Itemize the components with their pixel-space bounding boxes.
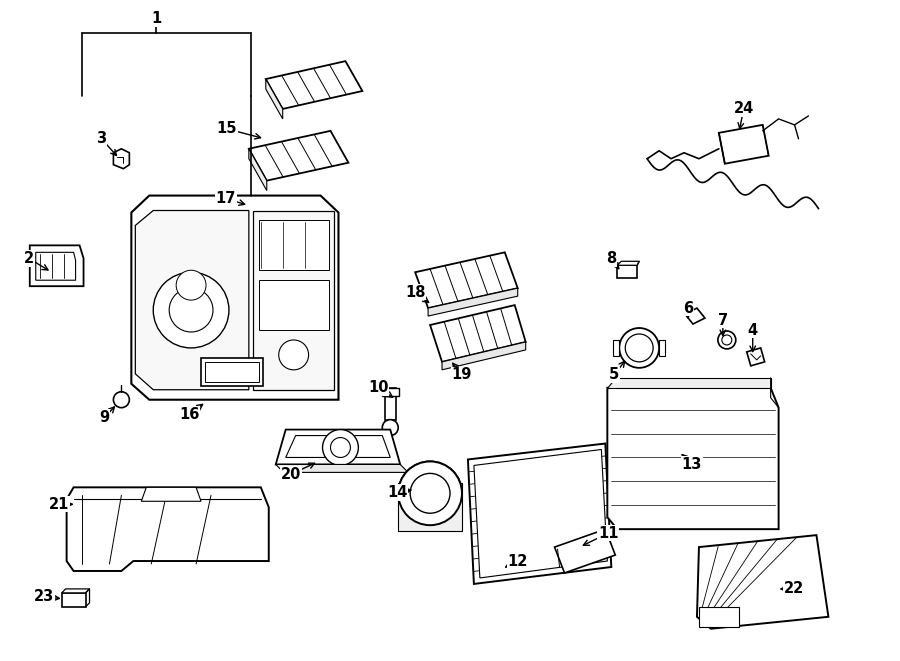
Polygon shape (659, 340, 665, 356)
Text: 1: 1 (151, 11, 161, 26)
Polygon shape (554, 529, 616, 573)
Text: 17: 17 (216, 191, 236, 206)
Text: 19: 19 (452, 368, 472, 382)
Text: 23: 23 (33, 590, 54, 604)
Polygon shape (608, 378, 770, 388)
Circle shape (626, 334, 653, 362)
Circle shape (113, 392, 130, 408)
Polygon shape (428, 288, 518, 316)
Polygon shape (613, 340, 619, 356)
Text: 24: 24 (734, 101, 754, 116)
Polygon shape (67, 487, 269, 571)
Text: 2: 2 (23, 251, 34, 266)
Circle shape (322, 430, 358, 465)
Polygon shape (285, 436, 391, 457)
Text: 15: 15 (217, 122, 238, 136)
Text: 4: 4 (748, 323, 758, 338)
Text: 13: 13 (682, 457, 702, 472)
Text: 8: 8 (607, 251, 616, 266)
Polygon shape (275, 430, 400, 465)
Circle shape (398, 461, 462, 525)
Polygon shape (253, 210, 335, 390)
Polygon shape (468, 444, 611, 584)
Polygon shape (259, 221, 328, 270)
Circle shape (169, 288, 213, 332)
Text: 6: 6 (683, 301, 693, 315)
Text: 5: 5 (609, 368, 619, 382)
Polygon shape (61, 593, 86, 607)
Polygon shape (248, 131, 348, 180)
Polygon shape (141, 487, 201, 501)
Circle shape (398, 461, 462, 525)
Circle shape (382, 420, 398, 436)
Polygon shape (719, 125, 769, 164)
Polygon shape (135, 210, 248, 390)
Text: 16: 16 (179, 407, 199, 422)
Circle shape (279, 340, 309, 370)
Polygon shape (697, 535, 828, 629)
Polygon shape (747, 348, 765, 366)
Circle shape (330, 438, 350, 457)
Polygon shape (685, 308, 705, 324)
Polygon shape (61, 589, 89, 593)
Polygon shape (113, 149, 130, 169)
Text: 9: 9 (99, 410, 110, 425)
Polygon shape (442, 342, 526, 370)
Polygon shape (608, 388, 778, 529)
Circle shape (619, 328, 659, 368)
Polygon shape (415, 253, 518, 308)
Text: 11: 11 (598, 525, 618, 541)
Text: 21: 21 (49, 497, 68, 512)
Polygon shape (36, 253, 76, 280)
Polygon shape (382, 388, 400, 396)
Circle shape (410, 473, 450, 513)
Text: 22: 22 (783, 582, 804, 596)
Text: 18: 18 (405, 285, 426, 299)
Polygon shape (131, 196, 338, 400)
Text: 14: 14 (387, 485, 408, 500)
Polygon shape (385, 388, 396, 420)
Circle shape (176, 270, 206, 300)
Text: 3: 3 (96, 132, 106, 146)
Polygon shape (275, 465, 409, 473)
Text: 12: 12 (508, 553, 528, 568)
Text: 10: 10 (368, 380, 389, 395)
Polygon shape (266, 79, 283, 119)
Polygon shape (248, 149, 266, 190)
Polygon shape (30, 245, 84, 286)
Polygon shape (699, 607, 739, 627)
Text: 7: 7 (718, 313, 728, 328)
Polygon shape (430, 305, 526, 362)
Polygon shape (201, 358, 263, 386)
Polygon shape (266, 61, 363, 109)
Polygon shape (617, 265, 637, 278)
Polygon shape (398, 483, 462, 531)
Circle shape (153, 272, 229, 348)
Polygon shape (617, 261, 639, 265)
Circle shape (718, 331, 736, 349)
Polygon shape (259, 280, 328, 330)
Text: 20: 20 (281, 467, 301, 482)
Circle shape (722, 335, 732, 345)
Circle shape (410, 473, 450, 513)
Polygon shape (205, 362, 259, 382)
Polygon shape (474, 449, 608, 578)
